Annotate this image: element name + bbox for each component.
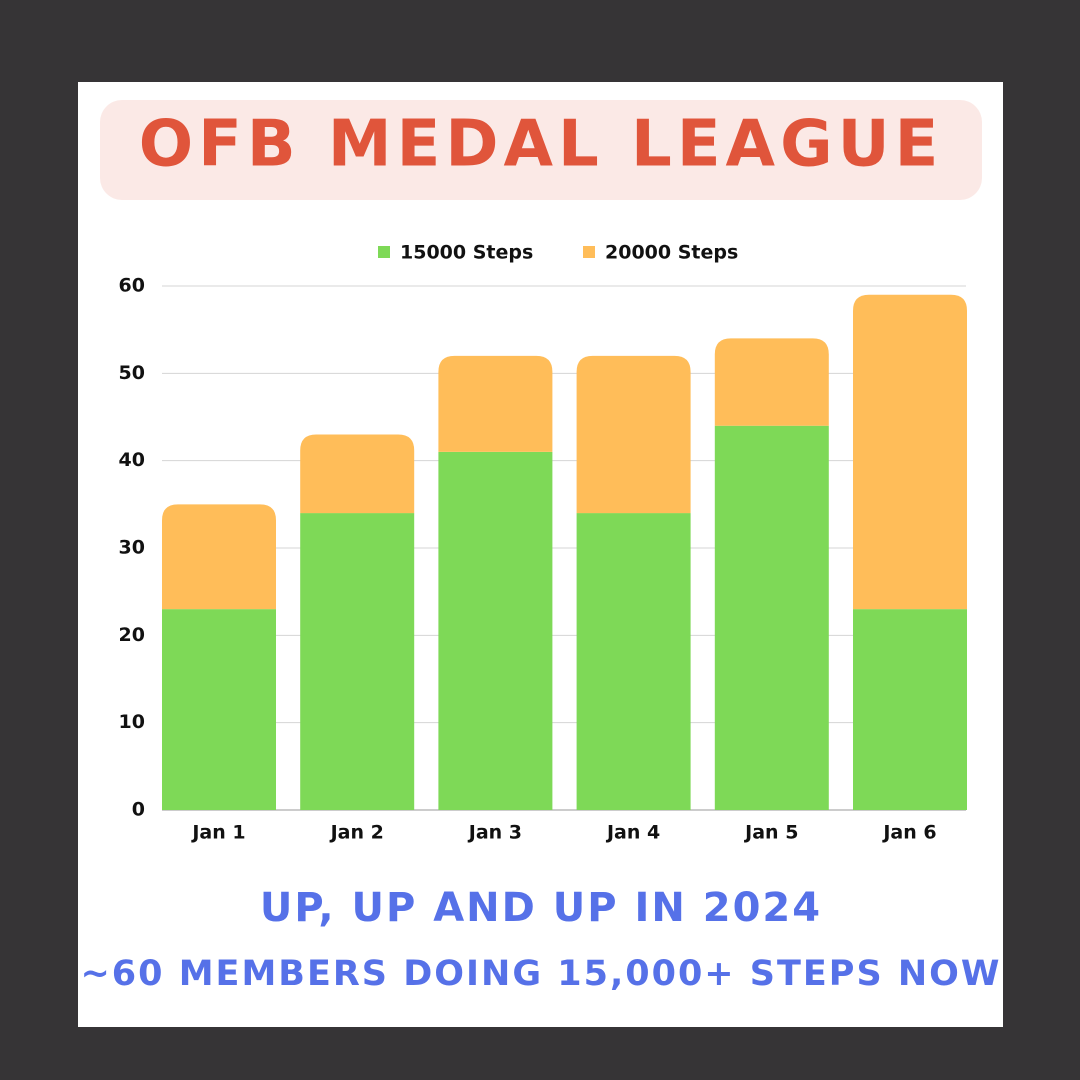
x-tick-label: Jan 5 <box>743 822 798 844</box>
chart-title: OFB MEDAL LEAGUE <box>139 108 944 182</box>
x-tick-label: Jan 2 <box>329 822 384 844</box>
x-tick-label: Jan 1 <box>190 822 245 844</box>
y-tick-label: 50 <box>119 362 145 384</box>
caption: ~60 MEMBERS DOING 15,000+ STEPS NOW <box>80 954 1001 994</box>
y-tick-label: 30 <box>119 537 145 559</box>
legend-label: 20000 Steps <box>605 242 738 264</box>
legend-swatch <box>378 246 390 258</box>
bar-segment <box>300 513 415 810</box>
bar-segment <box>576 355 691 514</box>
bar-segment <box>714 425 829 810</box>
y-tick-label: 60 <box>119 275 145 297</box>
legend-swatch <box>583 246 595 258</box>
bar-segment <box>438 355 553 452</box>
bar-segment <box>853 294 967 610</box>
bar-segment <box>162 504 276 610</box>
x-tick-label: Jan 6 <box>881 822 936 844</box>
bar-segment <box>853 609 967 810</box>
y-tick-label: 20 <box>119 624 145 646</box>
bar-segment <box>438 451 553 810</box>
bar-segment <box>576 513 691 810</box>
title-pill <box>100 100 982 200</box>
x-tick-label: Jan 4 <box>605 822 660 844</box>
y-tick-label: 0 <box>132 799 145 821</box>
bar-segment <box>300 434 415 514</box>
y-tick-label: 10 <box>119 711 145 733</box>
subtitle: UP, UP AND UP IN 2024 <box>260 885 822 931</box>
bar-segment <box>162 609 276 810</box>
legend-label: 15000 Steps <box>400 242 533 264</box>
bar-segment <box>714 338 829 426</box>
x-tick-label: Jan 3 <box>467 822 522 844</box>
y-tick-label: 40 <box>119 449 145 471</box>
